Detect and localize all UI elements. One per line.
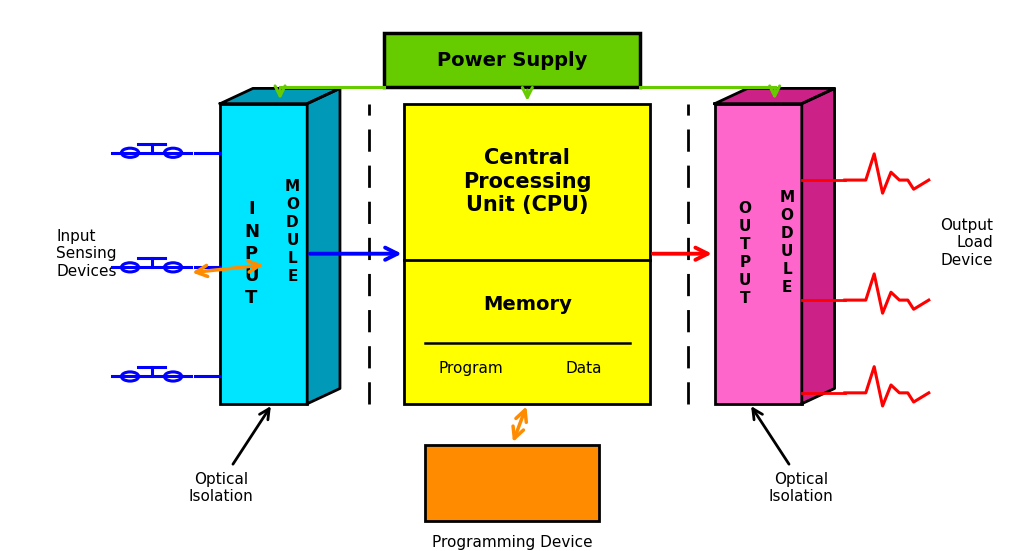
- Bar: [425, 445, 599, 521]
- Text: Power Supply: Power Supply: [437, 51, 587, 69]
- Text: Input
Sensing
Devices: Input Sensing Devices: [56, 229, 117, 279]
- Text: Optical
Isolation: Optical Isolation: [188, 472, 254, 504]
- Text: O
U
T
P
U
T: O U T P U T: [738, 201, 752, 306]
- Bar: [384, 33, 640, 87]
- Text: Data: Data: [565, 361, 602, 376]
- Text: M
O
D
U
L
E: M O D U L E: [779, 190, 795, 295]
- Text: Memory: Memory: [483, 295, 571, 314]
- Bar: [220, 104, 307, 404]
- Polygon shape: [802, 88, 835, 404]
- Text: Optical
Isolation: Optical Isolation: [768, 472, 834, 504]
- Text: M
O
D
U
L
E: M O D U L E: [285, 180, 300, 284]
- Text: Programming Device: Programming Device: [432, 536, 592, 550]
- Polygon shape: [220, 88, 340, 104]
- Text: Central
Processing
Unit (CPU): Central Processing Unit (CPU): [463, 148, 592, 215]
- Text: I
N
P
U
T: I N P U T: [244, 201, 259, 307]
- Bar: [715, 104, 802, 404]
- Polygon shape: [715, 88, 835, 104]
- Text: Program: Program: [438, 361, 503, 376]
- Text: Output
Load
Device: Output Load Device: [940, 218, 993, 268]
- Polygon shape: [307, 88, 340, 404]
- Bar: [404, 104, 650, 404]
